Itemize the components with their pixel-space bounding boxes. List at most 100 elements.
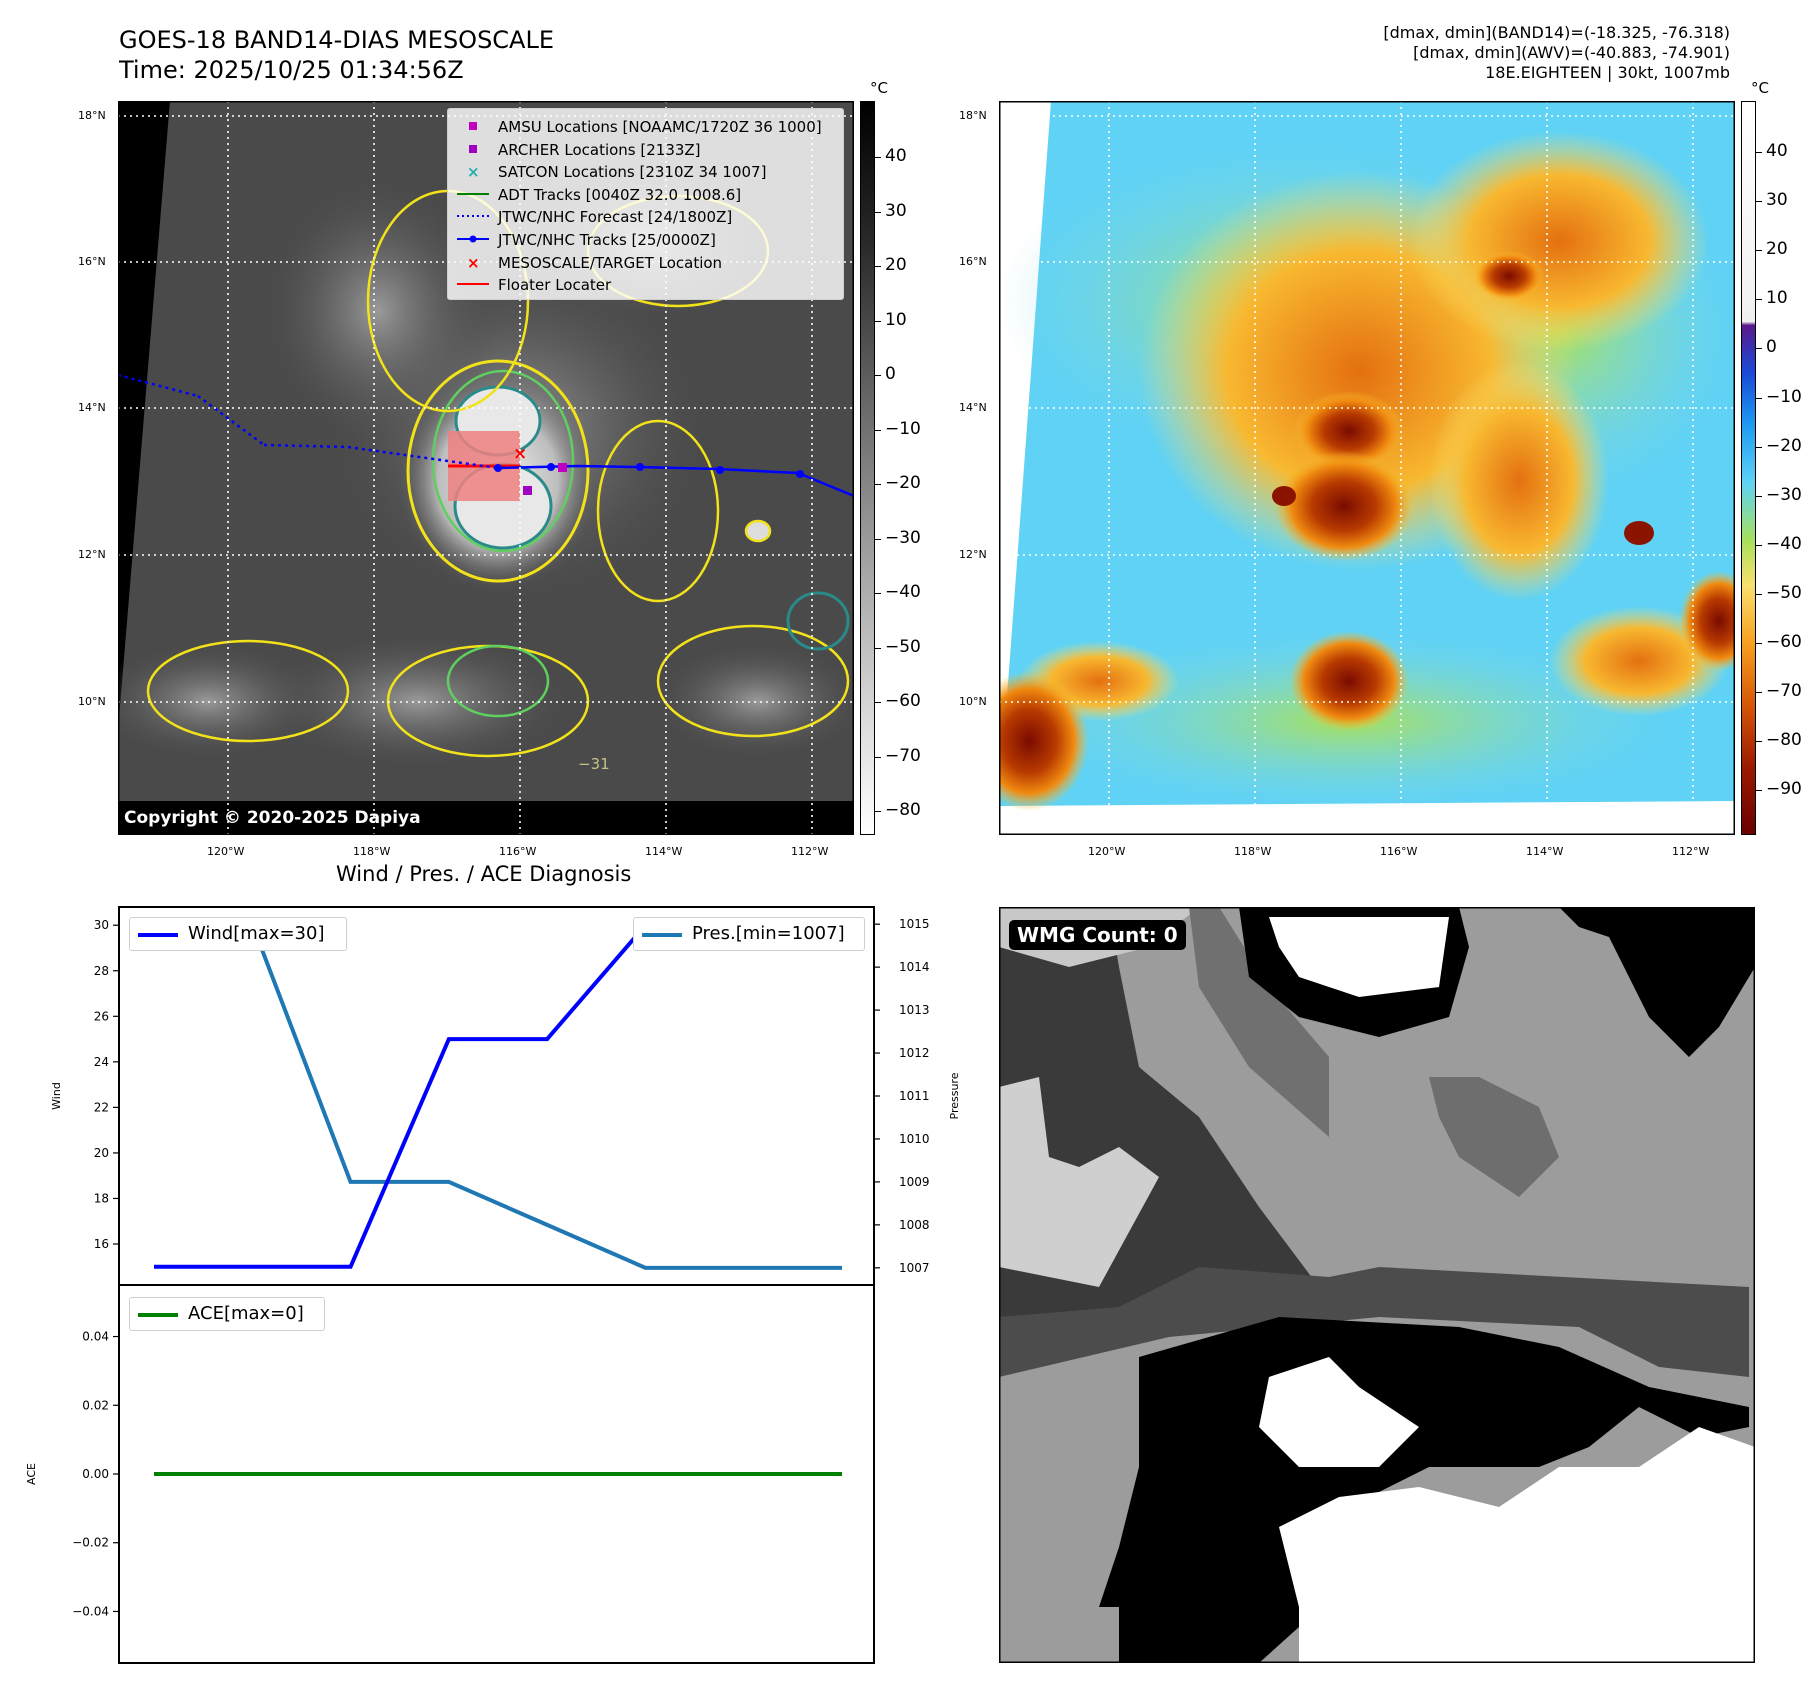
colorbar-tick-mark [1756, 348, 1762, 350]
ace-legend: ACE[max=0] [129, 1297, 325, 1331]
colorbar-tick-mark [875, 811, 881, 812]
ir-legend-marker [469, 122, 477, 130]
wind-ytick-label: 30 [94, 918, 109, 932]
colorbar-tick-label: 40 [885, 146, 907, 166]
colorbar-tick-label: 0 [1766, 337, 1777, 358]
ir-legend-marker [469, 144, 477, 153]
svg-text:×: × [513, 444, 527, 464]
figure-time: Time: 2025/10/25 01:34:56Z [119, 56, 464, 84]
wind-ytick-label: 22 [94, 1100, 109, 1114]
colorbar-tick-mark [875, 157, 881, 158]
colorbar-tick-label: 20 [885, 255, 907, 275]
wind-axis-label: Wind [50, 1082, 63, 1110]
colorbar-tick-mark [1756, 299, 1762, 301]
colorbar-tick-label: −50 [885, 636, 921, 657]
wind-legend: Wind[max=30] [129, 917, 347, 951]
ace-ytick-label: 0.04 [82, 1330, 109, 1344]
colorbar-tick-mark [1756, 250, 1762, 252]
colorbar-tick-mark [875, 429, 881, 431]
colorbar-tick-mark [875, 756, 881, 758]
wv-lon-label: 112°W [1672, 845, 1710, 858]
contour-label: −31 [578, 755, 610, 773]
figure-title: GOES-18 BAND14-DIAS MESOSCALE [119, 26, 555, 54]
ir-legend-marker: × [467, 254, 480, 272]
pressure-ytick-label: 1009 [899, 1175, 930, 1189]
colorbar-tick-mark [875, 320, 881, 322]
colorbar-tick-label: −80 [1766, 730, 1802, 751]
ir-legend-label: ADT Tracks [0040Z 32.0 1008.6] [498, 185, 742, 204]
ir-legend-item: × MESOSCALE/TARGET Location [448, 252, 843, 272]
wind-ytick-label: 20 [94, 1146, 109, 1160]
ir-legend-label: JTWC/NHC Tracks [25/0000Z] [498, 231, 716, 249]
ir-lon-label: 118°W [353, 845, 391, 858]
colorbar-tick-label: 40 [1766, 141, 1788, 161]
ir-legend-item: × SATCON Locations [2310Z 34 1007] [448, 161, 843, 181]
pressure-ytick-label: 1008 [899, 1218, 930, 1232]
awv-range: [dmax, dmin](AWV)=(-40.883, -74.901) [1413, 43, 1730, 62]
wv-lon-label: 120°W [1088, 845, 1126, 858]
ir-legend-label: ARCHER Locations [2133Z] [498, 140, 701, 159]
ir-lat-label: 10°N [78, 695, 106, 708]
wmg-image [999, 907, 1755, 1663]
ir-lon-label: 112°W [791, 845, 829, 858]
ir-legend: AMSU Locations [NOAAMC/1720Z 36 1000] ARC… [447, 108, 844, 300]
colorbar-tick-mark [1756, 446, 1762, 448]
wind-ytick-label: 18 [94, 1191, 109, 1205]
colorbar-tick-label: −40 [1766, 533, 1802, 554]
colorbar-tick-mark [875, 375, 881, 376]
wmg-count-badge: WMG Count: 0 [1009, 920, 1186, 950]
colorbar-tick-label: −90 [1766, 779, 1802, 800]
pressure-legend: Pres.[min=1007] [633, 917, 865, 951]
ir-colorbar [860, 101, 875, 835]
ir-legend-item: ARCHER Locations [2133Z] [448, 139, 843, 159]
wind-legend-label: Wind[max=30] [188, 923, 325, 944]
colorbar-tick-mark [875, 647, 881, 649]
colorbar-tick-mark [1756, 152, 1762, 153]
colorbar-tick-label: −20 [1766, 435, 1802, 456]
svg-text:×: × [467, 163, 480, 181]
colorbar-tick-mark [1756, 692, 1762, 694]
pressure-ytick-label: 1012 [899, 1046, 930, 1060]
ir-legend-item: AMSU Locations [NOAAMC/1720Z 36 1000] [448, 116, 843, 136]
ir-legend-label: Floater Locater [498, 276, 612, 295]
colorbar-tick-mark [875, 484, 881, 485]
colorbar-tick-label: 0 [885, 364, 896, 384]
ir-legend-item: JTWC/NHC Tracks [25/0000Z] [448, 229, 843, 249]
ir-legend-marker [457, 235, 489, 243]
pressure-ytick-label: 1014 [899, 960, 930, 974]
wv-colorbar-unit: °C [1751, 79, 1769, 97]
ace-ytick-label: −0.02 [72, 1536, 109, 1550]
colorbar-tick-label: 10 [885, 309, 907, 330]
ir-legend-marker: × [467, 163, 480, 181]
colorbar-tick-label: −40 [885, 582, 921, 602]
colorbar-tick-label: −10 [885, 418, 921, 439]
ir-legend-marker [457, 283, 489, 286]
colorbar-tick-mark [1756, 201, 1762, 203]
ir-legend-label: JTWC/NHC Forecast [24/1800Z] [498, 208, 733, 227]
colorbar-tick-label: −10 [1766, 386, 1802, 407]
ir-legend-label: AMSU Locations [NOAAMC/1720Z 36 1000] [498, 118, 822, 136]
wv-lat-label: 12°N [959, 548, 987, 561]
diagnosis-title: Wind / Pres. / ACE Diagnosis [336, 862, 632, 886]
ir-lat-label: 16°N [78, 255, 106, 268]
svg-text:×: × [467, 254, 480, 272]
colorbar-tick-mark [1756, 741, 1762, 743]
colorbar-tick-label: −70 [1766, 681, 1802, 702]
wv-lat-label: 10°N [959, 695, 987, 708]
pressure-ytick-label: 1013 [899, 1003, 930, 1017]
wind-pressure-axes-frame [118, 906, 875, 1286]
ir-lon-label: 120°W [207, 845, 245, 858]
colorbar-tick-label: −60 [885, 691, 921, 711]
storm-info: 18E.EIGHTEEN | 30kt, 1007mb [1485, 63, 1730, 82]
wind-ytick-label: 16 [94, 1237, 109, 1251]
pressure-ytick-label: 1010 [899, 1132, 930, 1146]
colorbar-tick-label: −30 [885, 527, 921, 548]
wind-legend-swatch [138, 933, 178, 937]
ace-legend-label: ACE[max=0] [188, 1303, 304, 1324]
colorbar-tick-mark [875, 538, 881, 540]
ace-ytick-label: −0.04 [72, 1604, 109, 1618]
ir-lon-label: 116°W [499, 845, 537, 858]
pressure-ytick-label: 1015 [899, 917, 930, 931]
wind-ytick-label: 24 [94, 1055, 109, 1069]
ace-ytick-label: 0.02 [82, 1398, 109, 1412]
